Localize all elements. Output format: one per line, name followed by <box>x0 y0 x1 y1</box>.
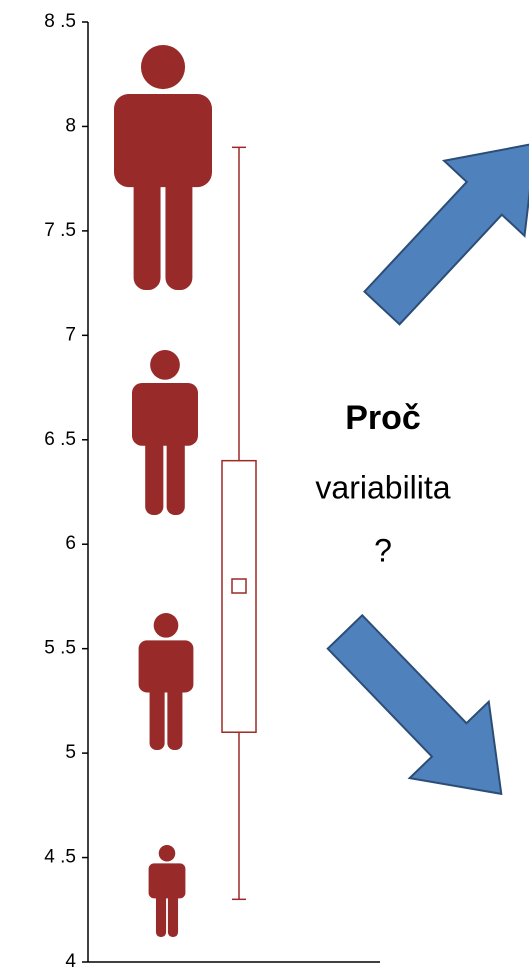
y-tick-label: 7 <box>65 324 76 345</box>
y-tick-label: 8 <box>65 115 76 136</box>
person-icon <box>132 350 198 515</box>
arrows <box>326 142 529 796</box>
arrow-down <box>326 613 503 796</box>
y-tick-label: 4 <box>65 951 76 969</box>
y-tick-label: 7 .5 <box>44 220 76 241</box>
arrow-up <box>363 142 529 326</box>
box <box>221 459 257 733</box>
annotation-line: ? <box>374 532 392 568</box>
y-tick-label: 6 <box>65 533 76 554</box>
annotation-line: variabilita <box>315 469 450 505</box>
mean-marker <box>231 578 247 594</box>
person-icons <box>114 45 212 937</box>
y-tick-label: 6 .5 <box>44 429 76 450</box>
person-icon <box>114 45 212 290</box>
y-tick-label: 5 <box>65 742 76 763</box>
y-tick-label: 4 .5 <box>44 847 76 868</box>
y-tick-label: 8 .5 <box>44 11 76 32</box>
person-icon <box>138 613 194 750</box>
y-tick-label: 5 .5 <box>44 638 76 659</box>
person-icon <box>148 845 186 937</box>
annotation-title: Proč <box>345 399 421 437</box>
